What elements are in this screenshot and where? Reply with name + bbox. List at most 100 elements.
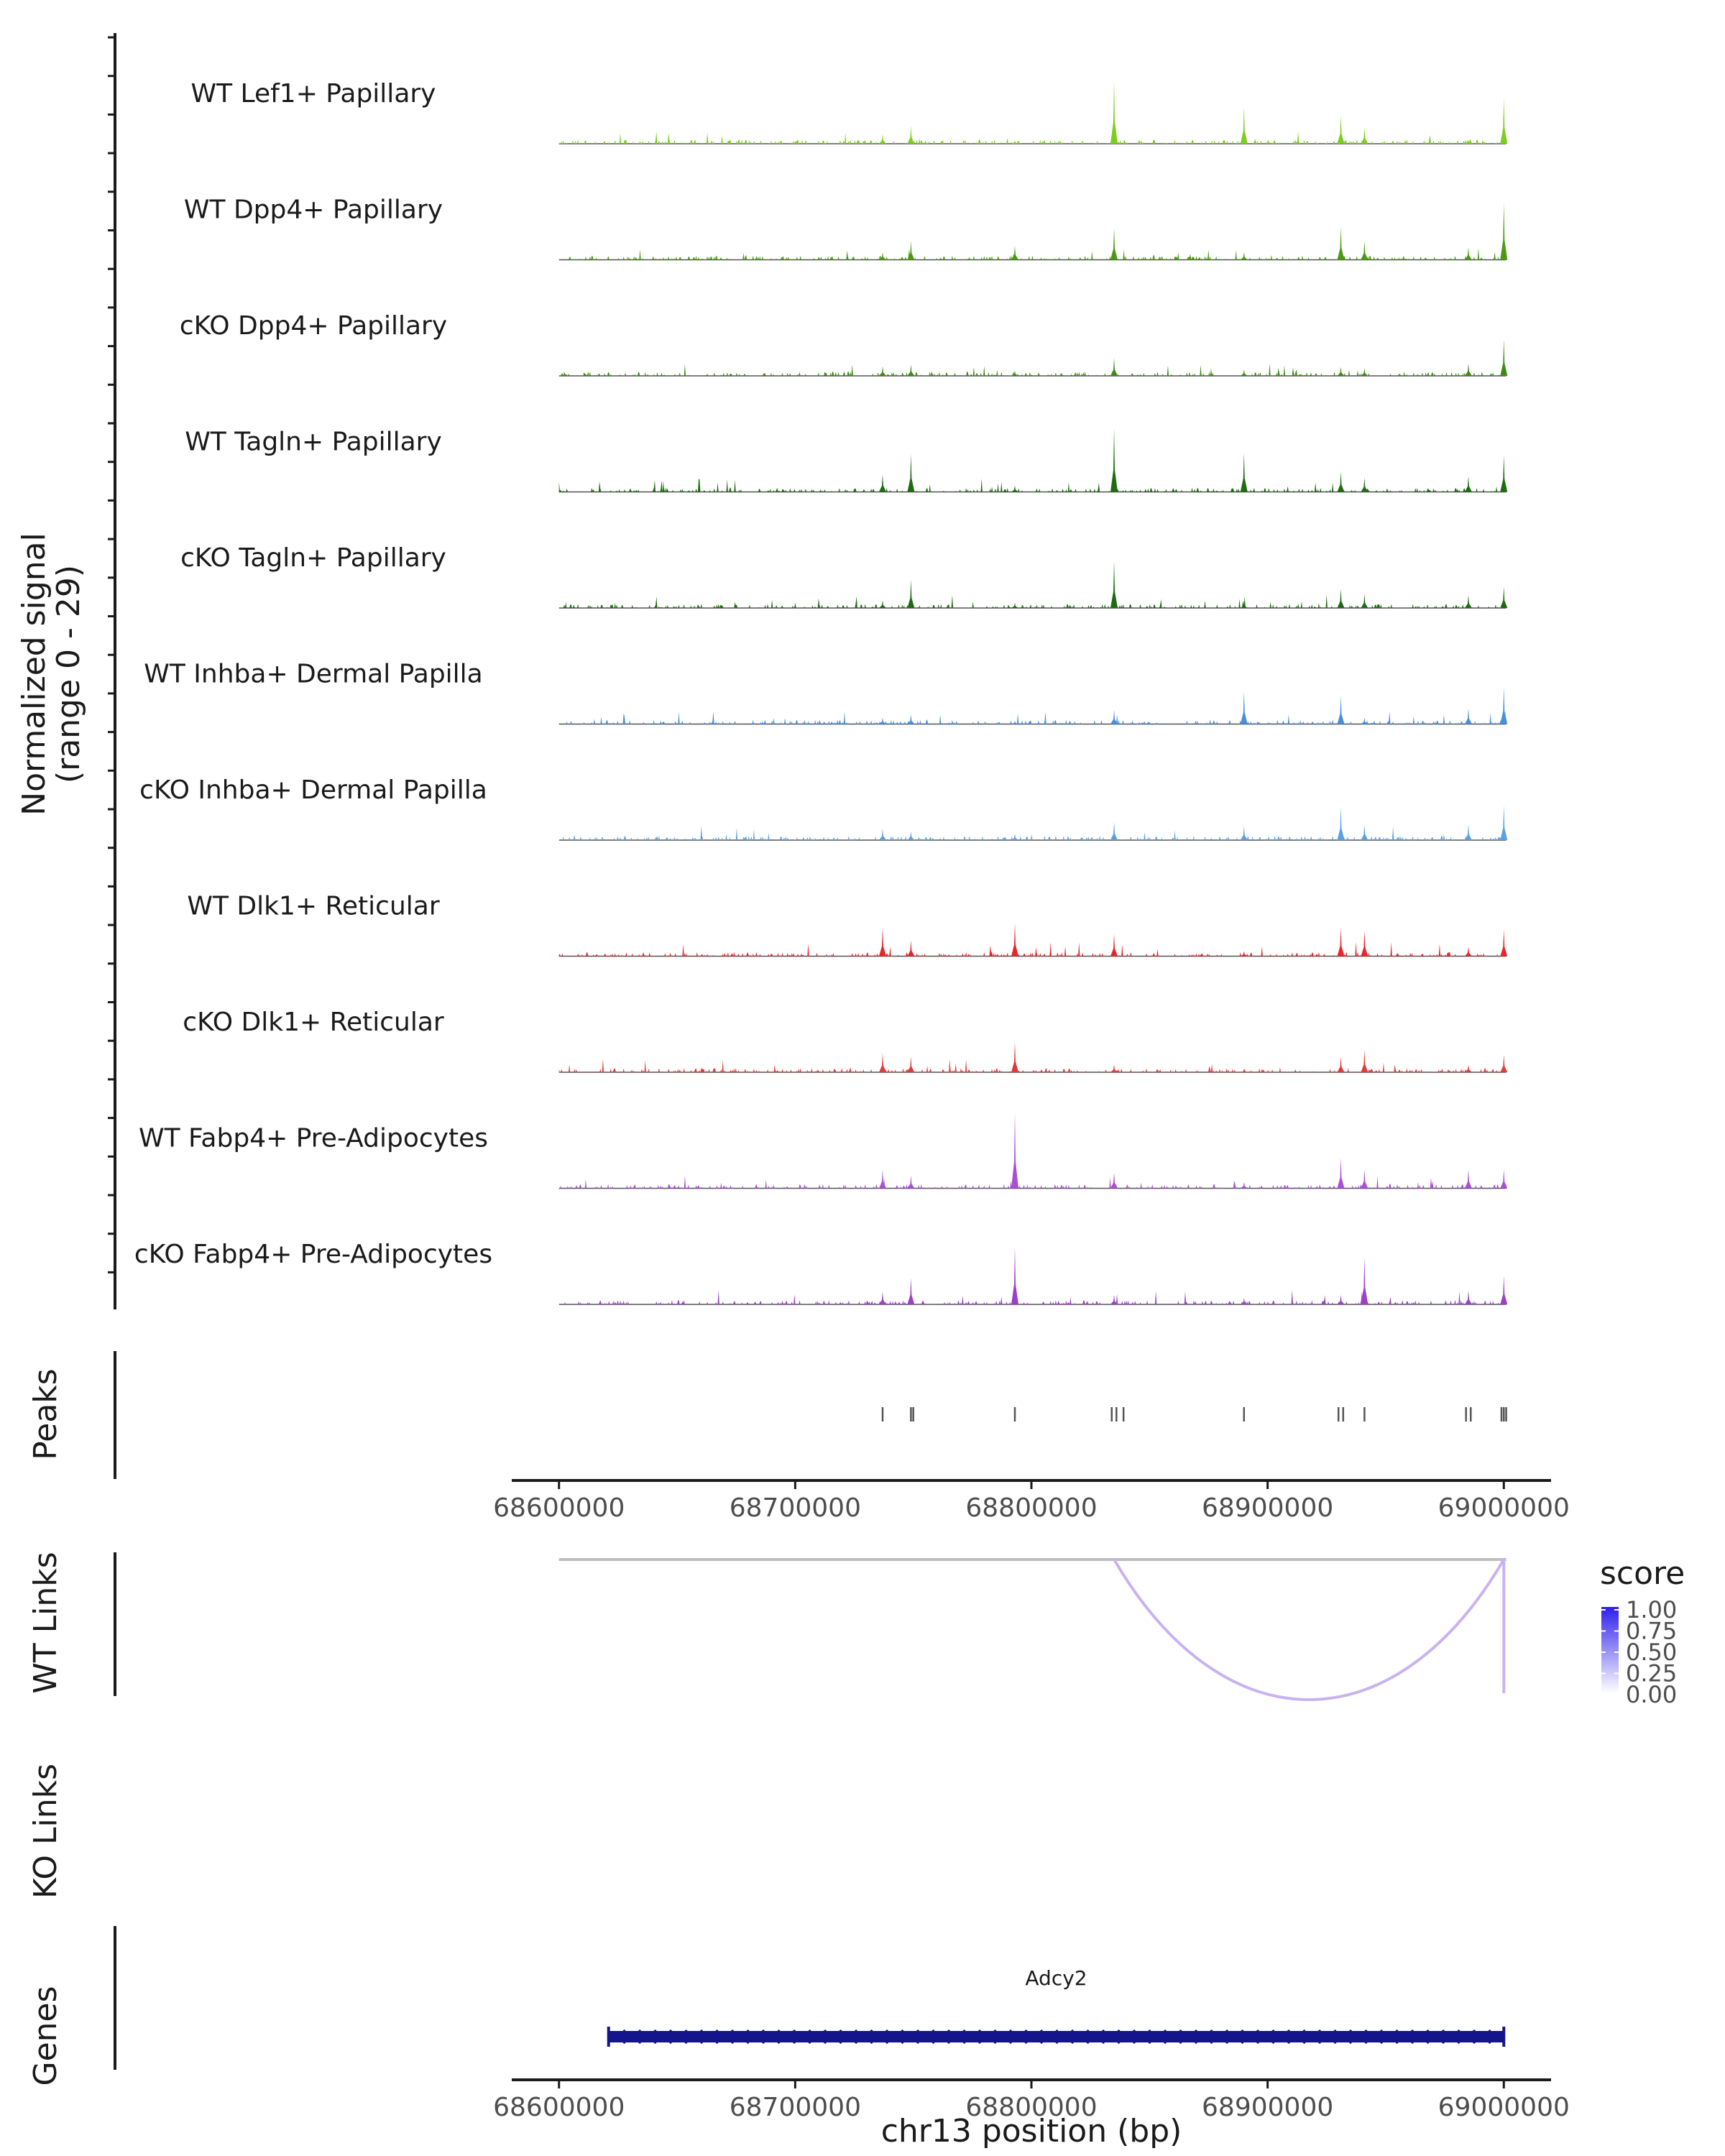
track-label: WT Lef1+ Papillary xyxy=(191,79,436,109)
ylabel-line1: Normalized signal xyxy=(16,533,52,816)
coverage-peak xyxy=(1011,246,1018,260)
coverage-peak xyxy=(907,364,915,376)
coverage-noise xyxy=(558,941,1506,957)
track-label: WT Inhba+ Dermal Papilla xyxy=(144,660,482,689)
coverage-noise xyxy=(558,248,1506,260)
coverage-peak xyxy=(1464,708,1472,724)
coverage-peak xyxy=(1011,602,1018,608)
coverage-peak xyxy=(1011,1041,1018,1072)
strand-arrow xyxy=(1450,2029,1460,2045)
x-tick-label: 68800000 xyxy=(965,1493,1097,1523)
track-label: cKO Dpp4+ Papillary xyxy=(180,311,447,341)
coverage-peak xyxy=(1361,1169,1368,1189)
strand-arrow xyxy=(1001,2029,1013,2045)
coverage-peak xyxy=(907,714,915,724)
coverage-peak xyxy=(907,1175,915,1189)
coverage-peak xyxy=(1500,1054,1508,1072)
coverage-peak xyxy=(1240,826,1248,840)
strand-arrow xyxy=(692,2029,704,2045)
coverage-peak xyxy=(1011,485,1018,492)
strand-arrow xyxy=(847,2029,858,2045)
legend-ticks: 1.000.750.500.250.00 xyxy=(1601,1596,1677,1708)
coverage-peak xyxy=(1110,934,1118,957)
strand-arrow xyxy=(754,2029,765,2045)
x-tick-label: 68800000 xyxy=(965,2093,1097,2122)
strand-arrow xyxy=(893,2029,904,2045)
legend-tick-label: 0.00 xyxy=(1626,1681,1677,1708)
coverage-peak xyxy=(878,1169,886,1189)
coverage-peak xyxy=(1337,695,1345,724)
coverage-peak xyxy=(878,1053,886,1072)
coverage-peak xyxy=(878,252,886,260)
track-label: cKO Tagln+ Papillary xyxy=(180,543,446,573)
x-axis-bottom: 68600000 68700000 68800000 68900000 69000000 xyxy=(493,2080,1570,2122)
strand-arrow xyxy=(615,2029,626,2045)
coverage-tracks xyxy=(558,80,1508,1305)
track-labels: WT Lef1+ Papillary WT Dpp4+ Papillary cKO … xyxy=(134,79,492,1269)
coverage-peak xyxy=(1240,1298,1248,1304)
coverage-peak xyxy=(1011,834,1018,840)
wt-links-panel-label: WT Links xyxy=(27,1552,64,1693)
coverage-peak xyxy=(1500,203,1508,260)
coverage-track xyxy=(558,923,1508,957)
coverage-peak xyxy=(1110,822,1118,840)
coverage-peak xyxy=(1011,1247,1018,1304)
strand-arrow xyxy=(1032,2029,1044,2045)
link-arc xyxy=(1113,1558,1505,1701)
coverage-peak xyxy=(1240,1069,1248,1072)
coverage-peak xyxy=(1500,687,1508,724)
wt-links-arcs xyxy=(558,1558,1506,1701)
track-label: WT Tagln+ Papillary xyxy=(185,428,442,457)
strand-arrow xyxy=(1388,2029,1399,2045)
strand-arrow xyxy=(1233,2029,1244,2045)
track-label: cKO Fabp4+ Pre-Adipocytes xyxy=(134,1240,492,1269)
strand-arrow xyxy=(1125,2029,1136,2045)
strand-arrow xyxy=(723,2029,735,2045)
coverage-track xyxy=(558,338,1508,376)
strand-arrow xyxy=(1310,2029,1322,2045)
coverage-noise xyxy=(558,478,1506,492)
strand-arrow xyxy=(1048,2029,1059,2045)
strand-arrow xyxy=(924,2029,935,2045)
score-legend: score 1.000.750.500.250.00 xyxy=(1600,1555,1685,1708)
strand-arrow xyxy=(1419,2029,1430,2045)
coverage-peak xyxy=(1110,358,1118,376)
coverage-peak xyxy=(1110,80,1118,144)
strand-arrow xyxy=(1481,2029,1491,2045)
x-tick-label: 68900000 xyxy=(1202,1493,1333,1523)
coverage-peak xyxy=(1240,369,1248,376)
track-label: WT Dpp4+ Papillary xyxy=(184,195,443,225)
coverage-peak xyxy=(1500,1276,1508,1304)
coverage-peak xyxy=(878,717,886,724)
coverage-peak xyxy=(907,940,915,957)
coverage-track xyxy=(558,428,1508,492)
coverage-peak xyxy=(1110,228,1118,260)
coverage-peak xyxy=(1011,1112,1018,1189)
ko-links-panel-label: KO Links xyxy=(27,1764,64,1899)
coverage-track xyxy=(558,203,1508,260)
strand-arrow xyxy=(1187,2029,1198,2045)
coverage-peak xyxy=(1011,140,1018,144)
strand-arrow xyxy=(986,2029,997,2045)
coverage-track xyxy=(558,805,1508,840)
coverage-peak xyxy=(1464,476,1472,492)
x-axis-top: 68600000 68700000 68800000 68900000 69000000 xyxy=(493,1480,1570,1523)
strand-arrow xyxy=(1248,2029,1260,2045)
coverage-peak xyxy=(1500,586,1508,608)
coverage-peak xyxy=(1110,710,1118,724)
coverage-peak xyxy=(1110,1172,1118,1189)
x-tick-label: 68900000 xyxy=(1202,2093,1333,2122)
strand-arrow xyxy=(1279,2029,1291,2045)
legend-tick-label: 0.75 xyxy=(1626,1618,1677,1645)
coverage-peak xyxy=(1361,1257,1368,1304)
coverage-peak xyxy=(1337,471,1345,492)
x-tick-label: 68600000 xyxy=(493,2093,625,2122)
strand-arrow xyxy=(1465,2029,1476,2045)
coverage-track xyxy=(558,1041,1508,1072)
strand-arrow xyxy=(878,2029,889,2045)
coverage-peak xyxy=(1337,589,1345,608)
coverage-peak xyxy=(878,474,886,492)
track-label: cKO Inhba+ Dermal Papilla xyxy=(139,775,487,805)
peaks-marks xyxy=(881,1407,1507,1422)
strand-arrow xyxy=(1202,2029,1213,2045)
